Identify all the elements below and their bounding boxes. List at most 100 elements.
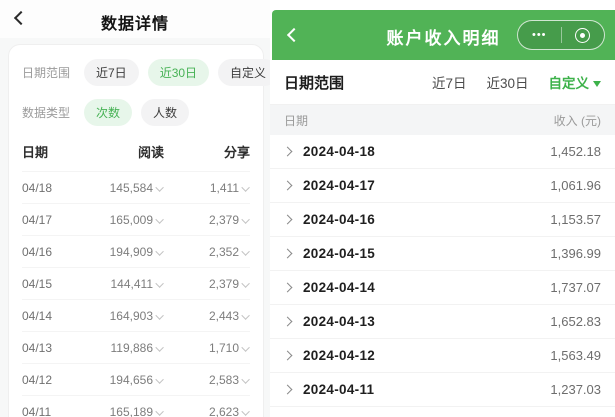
row-reads: 165,189 [84,405,164,417]
caret-down-icon[interactable] [155,374,164,384]
row-date: 04/14 [22,308,53,323]
table-row[interactable]: 04/15 144,411 2,379 [22,267,250,299]
date-range-filter: 日期范围 近7日 近30日 自定义 [22,59,279,86]
table-row[interactable]: 2024-04-14 1,737.07 [270,271,615,305]
filter-option-custom[interactable]: 自定义 [218,59,279,86]
page-title: 账户收入明细 [386,29,501,48]
row-income: 1,452.18 [550,144,601,159]
table-row[interactable]: 2024-04-18 1,452.18 [270,135,615,169]
chevron-right-icon[interactable] [282,350,293,361]
filter-option-times[interactable]: 次数 [84,99,133,126]
filter-option-last30days[interactable]: 近30日 [147,59,210,86]
filter-option-last7days[interactable]: 近7日 [84,59,139,86]
triangle-down-icon [593,81,601,88]
caret-down-icon[interactable] [155,278,164,288]
chevron-right-icon[interactable] [282,316,293,327]
caret-down-icon[interactable] [155,342,164,352]
caret-down-icon[interactable] [155,182,164,192]
row-date: 04/11 [22,404,52,417]
row-date: 2024-04-15 [303,246,376,261]
row-date: 2024-04-16 [303,212,376,227]
filter-option-people[interactable]: 人数 [141,99,190,126]
right-header: 账户收入明细 ••• [272,10,615,60]
date-range-filter: 日期范围 近7日 近30日 自定义 [270,60,615,105]
more-button[interactable]: ••• [518,21,561,49]
row-date: 2024-04-14 [303,280,376,295]
chevron-right-icon[interactable] [282,214,293,225]
row-reads: 164,903 [84,309,164,323]
income-table: 2024-04-18 1,452.18 2024-04-17 1,061.96 … [270,135,615,417]
row-income: 1,396.99 [550,246,601,261]
chevron-right-icon[interactable] [282,282,293,293]
table-row[interactable]: 2024-04-12 1,563.49 [270,339,615,373]
column-header-reads: 阅读 [137,145,164,160]
table-header: 日期 阅读 分享 [22,142,250,171]
table-row[interactable]: 04/13 119,886 1,710 [22,331,250,363]
row-shares: 2,379 [164,213,250,227]
table-row[interactable]: 04/17 165,009 2,379 [22,203,250,235]
row-shares: 2,623 [164,405,250,417]
row-shares: 2,583 [164,373,250,387]
table-row[interactable]: 04/16 194,909 2,352 [22,235,250,267]
table-row[interactable]: 2024-04-16 1,153.57 [270,203,615,237]
filter-label: 数据类型 [22,106,71,120]
caret-down-icon[interactable] [241,406,250,416]
chevron-right-icon[interactable] [282,384,293,395]
data-details-card: 日期范围 近7日 近30日 自定义 数据类型 次数 人数 日期 阅读 分享 04… [8,44,279,417]
column-header-income: 收入 (元) [553,113,601,128]
chevron-right-icon[interactable] [282,180,293,191]
caret-down-icon[interactable] [241,214,250,224]
row-date: 04/16 [22,244,53,259]
row-date: 04/17 [22,212,53,227]
row-date: 04/12 [22,372,53,387]
table-row[interactable]: 2024-04-11 1,237.03 [270,373,615,407]
caret-down-icon[interactable] [241,278,250,288]
filter-option-last7days[interactable]: 近7日 [431,76,467,91]
caret-down-icon[interactable] [155,310,164,320]
table-row[interactable]: 2024-04-17 1,061.96 [270,169,615,203]
row-date: 2024-04-18 [303,144,376,159]
caret-down-icon[interactable] [241,342,250,352]
page-title: 数据详情 [100,16,169,33]
table-row[interactable]: 04/14 164,903 2,443 [22,299,250,331]
caret-down-icon[interactable] [241,182,250,192]
filter-option-last30days[interactable]: 近30日 [486,76,529,91]
row-shares: 2,443 [164,309,250,323]
data-details-panel: 数据详情 日期范围 近7日 近30日 自定义 数据类型 次数 人数 日期 阅读 … [0,0,279,417]
row-shares: 1,411 [164,181,250,195]
caret-down-icon[interactable] [155,406,164,416]
row-date: 04/13 [22,340,53,355]
row-date: 04/18 [22,180,53,195]
row-reads: 194,656 [84,373,164,387]
row-income: 1,153.57 [550,212,601,227]
caret-down-icon[interactable] [241,310,250,320]
more-icon: ••• [531,28,547,41]
row-income: 1,061.96 [550,178,601,193]
caret-down-icon[interactable] [241,246,250,256]
caret-down-icon[interactable] [155,214,164,224]
column-header-date: 日期 [284,113,309,128]
chevron-right-icon[interactable] [282,146,293,157]
row-shares: 2,379 [164,277,250,291]
row-reads: 145,584 [84,181,164,195]
close-minimize-button[interactable] [562,21,605,49]
row-reads: 119,886 [84,341,164,355]
row-income: 1,563.49 [550,348,601,363]
table-row[interactable]: 04/11 165,189 2,623 [22,395,250,417]
row-shares: 1,710 [164,341,250,355]
caret-down-icon[interactable] [241,374,250,384]
row-reads: 165,009 [84,213,164,227]
filter-label: 日期范围 [284,74,345,92]
caret-down-icon[interactable] [155,246,164,256]
table-row[interactable]: 04/12 194,656 2,583 [22,363,250,395]
chevron-right-icon[interactable] [282,248,293,259]
filter-option-custom[interactable]: 自定义 [549,72,601,92]
table-row[interactable]: 2024-04-15 1,396.99 [270,237,615,271]
table-row[interactable]: 04/18 145,584 1,411 [22,171,250,203]
row-income: 1,652.83 [550,314,601,329]
row-reads: 194,909 [84,245,164,259]
table-row[interactable]: 2024-04-13 1,652.83 [270,305,615,339]
left-header: 数据详情 [0,0,270,38]
row-shares: 2,352 [164,245,250,259]
